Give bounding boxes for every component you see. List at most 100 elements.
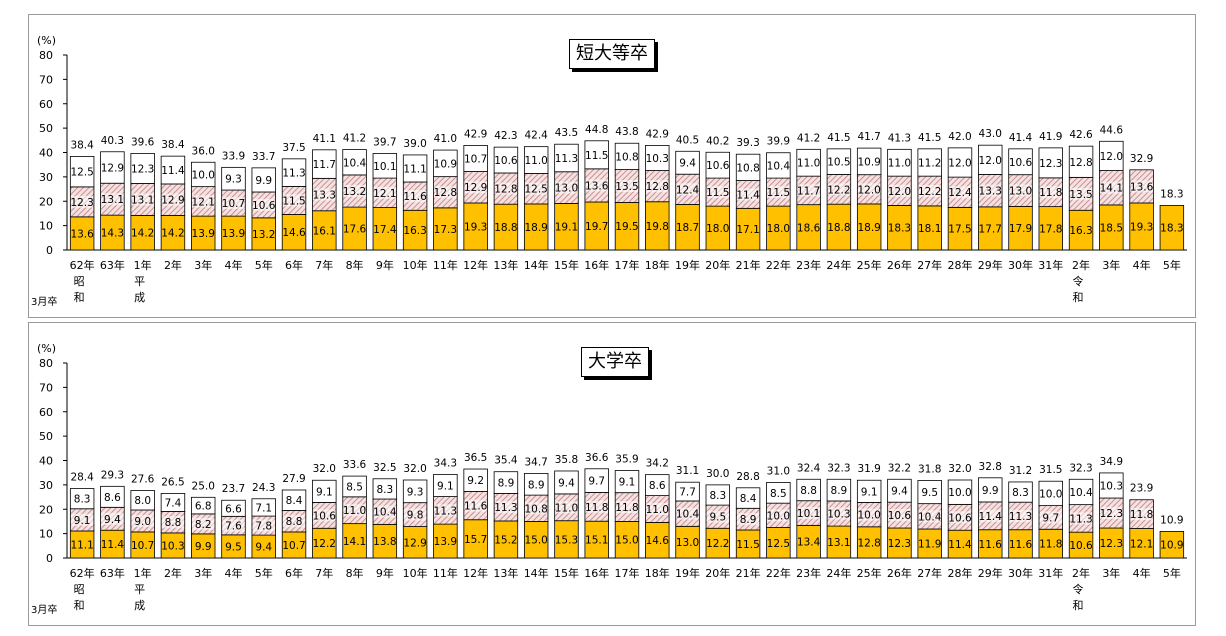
bar-value-label-bg [404,508,427,521]
bar-value-label-bg [494,182,517,195]
bar-value-label-bg [1009,184,1032,197]
bar-value-label: 8.6 [649,480,666,492]
x-tick-label: 13年 [493,258,518,272]
bar-value-label: 10.7 [464,153,487,165]
bar-total-label: 32.3 [1069,462,1092,474]
x-tick-label: 27年 [917,566,942,580]
bar-value-label: 10.5 [827,157,850,169]
bar-value-label: 12.0 [979,155,1002,167]
era-label-char: 成 [134,291,145,304]
x-tick-label: 4年 [1133,566,1151,580]
bar-value-label: 12.9 [464,182,487,194]
bar-value-label: 18.0 [706,223,729,235]
era-label-char: 令 [1073,582,1084,596]
bar-value-label: 14.1 [343,536,366,548]
era-label-char: 令 [1073,274,1084,288]
bar-total-label: 25.0 [192,480,215,492]
bar-value-label: 9.0 [134,516,151,528]
bar-value-label: 13.3 [313,190,336,202]
chart-panel-junior-college: (%) 0 10 20 30 40 50 60 70 80 13.6 12.3 12.5 38.4 62年 1… [28,14,1196,318]
bar-value-label: 9.1 [861,486,878,498]
chart-svg-university: (%) 0 10 20 30 40 50 60 70 80 11.1 9.1 8.3 28.4 62年 11.… [31,342,1187,616]
bar-segment [312,149,337,179]
bar-segment [130,490,155,511]
bar-value-label: 11.5 [706,187,729,199]
bar-segment [735,153,761,181]
x-tick-label: 1年 [134,566,152,580]
bar-value-label: 12.2 [918,186,941,198]
bar-segment [372,478,398,500]
row-label-graduation-march: 3月卒 [31,295,57,308]
x-tick-label: 27年 [917,258,942,272]
x-tick-label: 29年 [978,566,1003,580]
bar-value-label: 8.6 [104,492,121,504]
bar-segment [766,482,791,504]
bar-value-label-bg [161,516,184,529]
bar-segment [463,145,488,172]
bar-value-label: 8.4 [740,493,757,505]
bar-value-label-bg [797,184,820,197]
bar-value-label: 12.3 [1100,538,1123,550]
bar-value-label: 12.0 [948,157,971,169]
bar-segment [1068,145,1094,178]
x-tick-label: 3年 [1102,566,1120,580]
bar-value-label: 11.3 [1009,511,1032,523]
bar-value-label: 12.0 [888,186,911,198]
bar-value-label: 13.9 [222,228,245,240]
bar-total-label: 42.4 [524,130,548,142]
bar-value-label: 8.3 [1012,487,1029,499]
bar-total-label: 42.9 [646,128,669,140]
bar-total-label: 36.6 [585,452,609,464]
y-tick-label: 50 [39,122,53,135]
y-axis-unit-label: (%) [37,34,56,47]
bar-value-label: 9.1 [437,480,454,492]
x-tick-label: 21年 [736,258,761,272]
bar-value-label: 9.4 [104,514,121,526]
bar-total-label: 28.8 [736,471,759,483]
bar-value-label: 14.1 [1100,183,1123,195]
bar-value-label-bg [1039,511,1062,524]
bar-total-label: 32.0 [403,463,426,475]
bar-value-label: 13.9 [192,228,215,240]
bar-value-label-bg [192,195,215,208]
bar-total-label: 23.9 [1130,483,1153,495]
bar-value-label: 17.3 [434,224,457,236]
x-tick-label: 26年 [887,258,912,272]
bar-value-label: 10.6 [494,155,518,167]
bar-total-label: 30.0 [706,468,729,480]
bar-value-label: 8.9 [831,485,848,497]
bar-value-label: 10.0 [192,169,215,181]
bar-total-label: 18.3 [1160,188,1183,200]
bar-segment [100,151,125,184]
bar-value-label: 11.3 [1069,513,1092,525]
bar-value-label: 14.2 [161,228,184,240]
bar-total-label: 10.9 [1160,514,1183,526]
bar-total-label: 41.0 [434,133,457,145]
x-tick-label: 5年 [1163,566,1181,580]
chart-svg-junior-college: (%) 0 10 20 30 40 50 60 70 80 13.6 12.3 12.5 38.4 62年 1… [31,34,1187,308]
bar-total-label: 41.9 [1039,131,1062,143]
bar-segment [766,152,791,179]
bar-total-label: 34.2 [646,458,669,470]
bar-value-label: 11.3 [494,502,517,514]
bar-value-label-bg [555,181,578,194]
bar-value-label: 13.6 [70,228,94,240]
bar-value-label: 10.3 [1100,480,1123,492]
bar-value-label: 8.3 [709,490,726,502]
era-label-char: 和 [1073,599,1084,612]
bar-value-label: 12.0 [1100,151,1123,163]
bar-value-label: 7.8 [255,521,272,533]
bar-value-label: 13.0 [1009,186,1032,198]
bar-value-label: 13.0 [676,537,699,549]
x-tick-label: 19年 [675,566,700,580]
bar-total-label: 31.8 [918,463,941,475]
bar-value-label: 9.8 [407,510,424,522]
bar-segment [947,479,973,505]
bar-total-label: 44.6 [1100,124,1124,136]
bar-value-label-bg [646,180,669,193]
bar-value-label: 19.3 [1130,221,1153,233]
bar-total-label: 34.9 [1100,456,1123,468]
x-tick-label: 18年 [645,258,670,272]
x-tick-label: 2年 [164,566,182,580]
y-tick-label: 0 [46,244,53,257]
